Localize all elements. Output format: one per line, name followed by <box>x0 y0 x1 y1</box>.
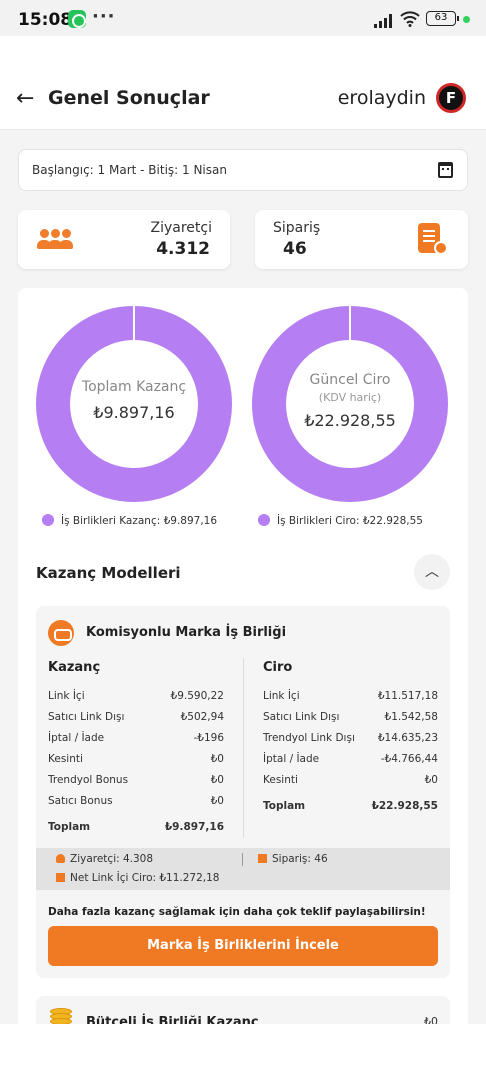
clock: 15:08 <box>18 10 73 30</box>
orders-label: Sipariş <box>273 220 321 236</box>
revenue-donut-subtitle: (KDV hariç) <box>318 391 382 404</box>
signal-icon <box>374 14 394 28</box>
date-range-picker[interactable]: Başlangıç: 1 Mart - Bitiş: 1 Nisan <box>18 149 468 191</box>
info-visitors: Ziyaretçi: 4.308 <box>56 853 153 865</box>
earnings-row: Satıcı Link Dışı ₺502,94 <box>48 711 224 723</box>
revenue-donut-value: ₺22.928,55 <box>304 411 396 430</box>
legend-dot <box>258 514 270 526</box>
revenue-row: Kesinti ₺0 <box>263 774 438 786</box>
revenue-row: Satıcı Link Dışı ₺1.542,58 <box>263 711 438 723</box>
scroll-content[interactable]: Başlangıç: 1 Mart - Bitiş: 1 Nisan Ziyar… <box>0 130 486 1024</box>
battery-icon: 63 <box>426 11 459 26</box>
section-title: Kazanç Modelleri <box>36 564 181 582</box>
page-title: Genel Sonuçlar <box>48 87 210 109</box>
visitors-value: 4.312 <box>156 239 210 259</box>
calendar-icon[interactable] <box>438 162 453 178</box>
budget-card-value: ₺0 <box>424 1015 438 1024</box>
earnings-donut-title: Toplam Kazanç <box>81 379 187 395</box>
orders-value: 46 <box>283 239 307 259</box>
order-document-icon <box>418 223 448 257</box>
commission-info-bar: Ziyaretçi: 4.308 Sipariş: 46 Net Link İç… <box>36 848 450 890</box>
status-bar: 15:08 ··· 63 <box>0 0 486 36</box>
results-panel: Toplam Kazanç ₺9.897,16 Güncel Ciro (KDV… <box>18 288 468 1024</box>
info-net-revenue: Net Link İçi Ciro: ₺11.272,18 <box>56 872 220 884</box>
revenue-donut: Güncel Ciro (KDV hariç) ₺22.928,55 <box>252 306 448 502</box>
earnings-row: Satıcı Bonus ₺0 <box>48 795 224 807</box>
earnings-row: İptal / İade -₺196 <box>48 732 224 744</box>
revenue-legend-label: İş Birlikleri Ciro: ₺22.928,55 <box>277 515 423 527</box>
whatsapp-notification-icon <box>68 10 86 28</box>
legend-dot <box>42 514 54 526</box>
brand-logo[interactable]: F <box>436 83 466 113</box>
revenue-donut-title: Güncel Ciro <box>309 372 391 388</box>
cta-message: Daha fazla kazanç sağlamak için daha çok… <box>48 906 426 918</box>
revenue-row: Link İçi ₺11.517,18 <box>263 690 438 702</box>
earnings-row: Kesinti ₺0 <box>48 753 224 765</box>
info-divider <box>242 853 243 866</box>
earnings-row: Link İçi ₺9.590,22 <box>48 690 224 702</box>
revenue-row: Trendyol Link Dışı ₺14.635,23 <box>263 732 438 744</box>
column-divider <box>243 658 244 838</box>
earnings-column-title: Kazanç <box>48 660 101 675</box>
budget-card-title: Bütçeli İş Birliği Kazanç <box>86 1015 259 1024</box>
bottom-blank-area <box>0 1024 486 1080</box>
visitors-label: Ziyaretçi <box>150 220 212 236</box>
username: erolaydin <box>337 87 426 109</box>
people-icon <box>36 229 74 251</box>
earnings-donut-value: ₺9.897,16 <box>93 403 175 422</box>
info-orders: Sipariş: 46 <box>258 853 328 865</box>
revenue-row: İptal / İade -₺4.766,44 <box>263 753 438 765</box>
collapse-chevron-up-icon[interactable]: ︿ <box>414 554 450 590</box>
person-icon <box>56 854 65 863</box>
wifi-icon <box>400 11 420 27</box>
earnings-row: Trendyol Bonus ₺0 <box>48 774 224 786</box>
earnings-donut: Toplam Kazanç ₺9.897,16 <box>36 306 232 502</box>
revenue-column-title: Ciro <box>263 660 293 675</box>
orders-card: Sipariş 46 <box>255 210 468 269</box>
budget-model-card[interactable]: Bütçeli İş Birliği Kazanç ₺0 <box>36 996 450 1024</box>
date-range-label: Başlangıç: 1 Mart - Bitiş: 1 Nisan <box>32 163 227 177</box>
browse-brand-collaborations-button[interactable]: Marka İş Birliklerini İncele <box>48 926 438 966</box>
revenue-legend: İş Birlikleri Ciro: ₺22.928,55 <box>258 514 423 527</box>
commission-card-title: Komisyonlu Marka İş Birliği <box>86 625 287 640</box>
earnings-legend: İş Birlikleri Kazanç: ₺9.897,16 <box>42 514 217 527</box>
earnings-legend-label: İş Birlikleri Kazanç: ₺9.897,16 <box>61 515 218 527</box>
box-icon <box>258 854 267 863</box>
privacy-indicator-dot <box>463 16 470 23</box>
coins-icon <box>50 1008 74 1024</box>
revenue-total-row: Toplam ₺22.928,55 <box>263 800 438 812</box>
handshake-icon <box>48 620 74 646</box>
more-notifications-icon: ··· <box>92 6 116 27</box>
commission-model-card: Komisyonlu Marka İş Birliği Kazanç Ciro … <box>36 606 450 978</box>
app-bar: ← Genel Sonuçlar erolaydin F <box>0 36 486 130</box>
earnings-total-row: Toplam ₺9.897,16 <box>48 821 224 833</box>
visitors-card: Ziyaretçi 4.312 <box>18 210 230 269</box>
receipt-icon <box>56 873 65 882</box>
back-arrow-icon[interactable]: ← <box>16 86 35 111</box>
